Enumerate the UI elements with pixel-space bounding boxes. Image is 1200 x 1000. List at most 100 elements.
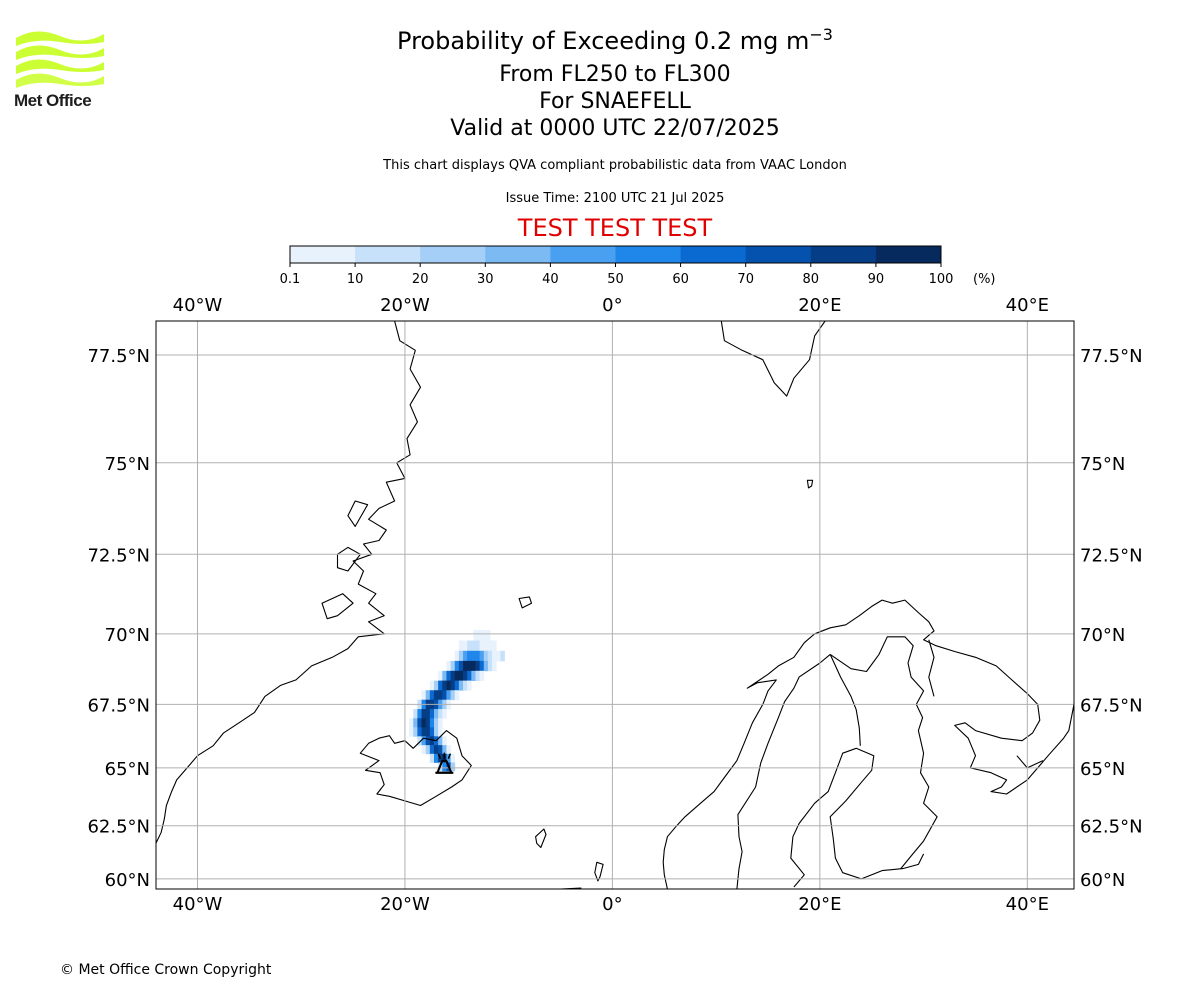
plume-cell <box>417 718 422 728</box>
lat-tick-label-right: 60°N <box>1080 870 1125 891</box>
volcano-icon <box>435 752 454 774</box>
colorbar-bin <box>550 246 616 263</box>
colorbar-bin <box>355 246 421 263</box>
met-office-wave-icon <box>16 31 104 88</box>
plume-cell <box>438 718 443 728</box>
colorbar: 0.1 10 20 30 40 50 60 70 80 90 100 (%) <box>280 245 996 287</box>
plume-cell <box>413 709 418 719</box>
lon-tick-label-top: 0° <box>602 295 622 316</box>
lon-tick-label-top: 40°E <box>1006 295 1049 316</box>
plume-cell <box>433 690 439 701</box>
lon-tick-label-bottom: 40°W <box>173 894 223 915</box>
plume-cell <box>450 680 456 691</box>
plume-cell <box>458 680 464 691</box>
colorbar-unit-label: (%) <box>973 272 996 287</box>
plume-cell <box>475 670 481 682</box>
lat-tick-label-right: 77.5°N <box>1080 346 1143 367</box>
plume-cell <box>425 709 431 719</box>
met-office-logo <box>12 28 108 94</box>
colorbar-tick-label: 90 <box>868 272 885 287</box>
plume-cell <box>429 727 435 737</box>
plume-cell <box>442 670 447 682</box>
plume-cell <box>433 727 439 737</box>
plume-cell <box>467 640 472 652</box>
plume-cell <box>458 660 464 672</box>
volcano-icon-smoke <box>437 753 442 759</box>
lat-tick-label-left: 67.5°N <box>87 695 150 716</box>
coastline-greenland-east <box>156 321 422 845</box>
plume-cell <box>417 727 422 737</box>
colorbar-bin <box>745 246 812 263</box>
plume-cell <box>492 650 497 662</box>
coastline-finland-russia-border <box>900 662 938 869</box>
met-office-logo-text: Met Office <box>14 91 92 110</box>
plume-cell <box>450 670 456 682</box>
plume-cell <box>433 753 439 763</box>
plume-cell <box>446 690 451 701</box>
coastline-russia-border <box>928 639 935 697</box>
plume-cell <box>454 690 460 701</box>
plume-cell <box>429 736 435 746</box>
lat-tick-label-left: 65°N <box>105 759 150 780</box>
plume-cell <box>442 762 447 772</box>
chart-title: Probability of Exceeding 0.2 mg m−3 <box>0 27 1200 56</box>
plume-cell <box>463 650 468 662</box>
plume-cell <box>425 736 431 746</box>
lat-tick-label-left: 60°N <box>105 870 150 891</box>
colorbar-tick-label: 10 <box>347 272 364 287</box>
plume-cell <box>429 709 435 719</box>
plume-cell <box>429 745 435 755</box>
colorbar-tick-label: 100 <box>929 272 954 287</box>
plume-cell <box>471 650 476 662</box>
colorbar-bin <box>615 246 682 263</box>
plume-cell <box>471 670 476 682</box>
plume-cell <box>450 690 456 701</box>
plume-cell <box>409 718 414 728</box>
plume-cell <box>413 718 418 728</box>
issue-time: Issue Time: 2100 UTC 21 Jul 2025 <box>505 191 725 206</box>
plume-cell <box>487 660 493 672</box>
colorbar-tick-label: 60 <box>672 272 689 287</box>
plume-cell <box>492 640 497 652</box>
plume-cell <box>475 640 481 652</box>
plume-cell <box>500 650 505 662</box>
plume-cell <box>473 630 478 641</box>
plume-cell <box>446 680 451 691</box>
lat-tick-label-right: 65°N <box>1080 759 1125 780</box>
plume-cell <box>483 660 489 672</box>
plume-cell <box>454 650 460 662</box>
plume-cell <box>471 640 476 652</box>
lon-tick-label-top: 40°W <box>173 295 223 316</box>
plume-cell <box>421 709 427 719</box>
plume-cell <box>438 670 443 682</box>
plume-cell <box>487 640 493 652</box>
plume-cell <box>429 753 435 763</box>
coastline-bear-island <box>806 479 814 489</box>
plume-cell <box>417 709 422 719</box>
plume-cell <box>421 736 427 746</box>
plume-cell <box>429 680 435 691</box>
lat-tick-label-left: 70°N <box>105 625 150 646</box>
plume-cell <box>475 650 481 662</box>
lat-tick-label-right: 75°N <box>1080 454 1125 475</box>
plume-cell <box>409 727 414 737</box>
plume-cell <box>438 690 443 701</box>
coastline-shetland <box>594 861 604 882</box>
plume-cell <box>467 670 472 682</box>
plume-cell <box>425 690 431 701</box>
colorbar-tick-label: 80 <box>803 272 820 287</box>
chart-title-text: Probability of Exceeding 0.2 mg m <box>397 27 810 55</box>
plume-cell <box>429 718 435 728</box>
lat-tick-label-right: 72.5°N <box>1080 545 1143 566</box>
coastline-sweden-finland-border <box>829 654 861 746</box>
colorbar-tick-label: 70 <box>737 272 754 287</box>
plume-cell <box>421 690 427 701</box>
plume-cell <box>433 745 439 755</box>
plume-cell <box>425 745 431 755</box>
coastline-gulf-bothnia <box>790 747 925 888</box>
plume-cell <box>463 670 468 682</box>
plume-cell <box>425 727 431 737</box>
lat-tick-label-right: 62.5°N <box>1080 817 1143 838</box>
